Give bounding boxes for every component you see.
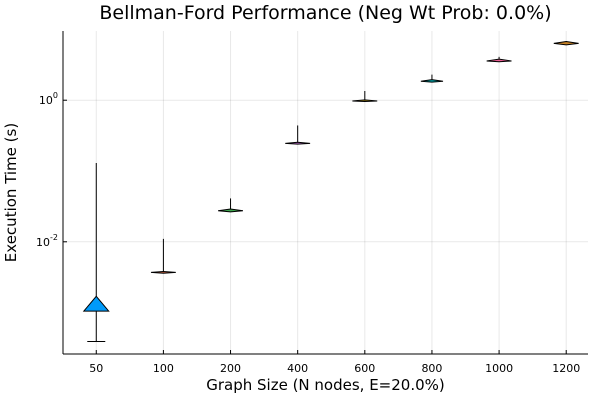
y-tick-label: 100: [39, 91, 58, 107]
violin-body: [150, 271, 176, 274]
violin-1000: [486, 56, 512, 63]
chart-title: Bellman-Ford Performance (Neg Wt Prob: 0…: [99, 2, 551, 24]
x-axis-label: Graph Size (N nodes, E=20.0%): [206, 376, 445, 394]
violin-body: [420, 79, 444, 83]
violin-body: [352, 99, 378, 102]
x-tick-label: 100: [153, 362, 174, 375]
x-tick-labels: 50 100 200 400 600 800 1000 1200: [89, 362, 580, 375]
y-tick-labels: 10-2 100: [36, 91, 58, 249]
x-tick-label: 800: [421, 362, 442, 375]
violin-body: [553, 41, 579, 46]
violin-200: [218, 198, 244, 213]
violin-800: [420, 74, 444, 83]
violin-body: [82, 295, 110, 312]
violin-100: [150, 238, 176, 274]
violin-600: [352, 90, 378, 102]
violin-1200: [553, 41, 579, 46]
violins: [82, 41, 579, 343]
violin-50: [82, 162, 110, 343]
violin-400: [285, 125, 311, 145]
violin-body: [218, 208, 244, 213]
violin-body: [486, 58, 512, 63]
x-tick-label: 200: [220, 362, 241, 375]
x-tick-label: 600: [354, 362, 375, 375]
x-tick-label: 400: [287, 362, 308, 375]
x-tick-label: 1200: [552, 362, 580, 375]
x-tick-label: 50: [89, 362, 103, 375]
y-tick-label: 10-2: [36, 233, 58, 249]
violin-body: [285, 141, 311, 145]
grid: [63, 31, 588, 354]
axes: [62, 31, 588, 355]
y-axis-label: Execution Time (s): [2, 123, 20, 262]
x-tick-label: 1000: [485, 362, 513, 375]
